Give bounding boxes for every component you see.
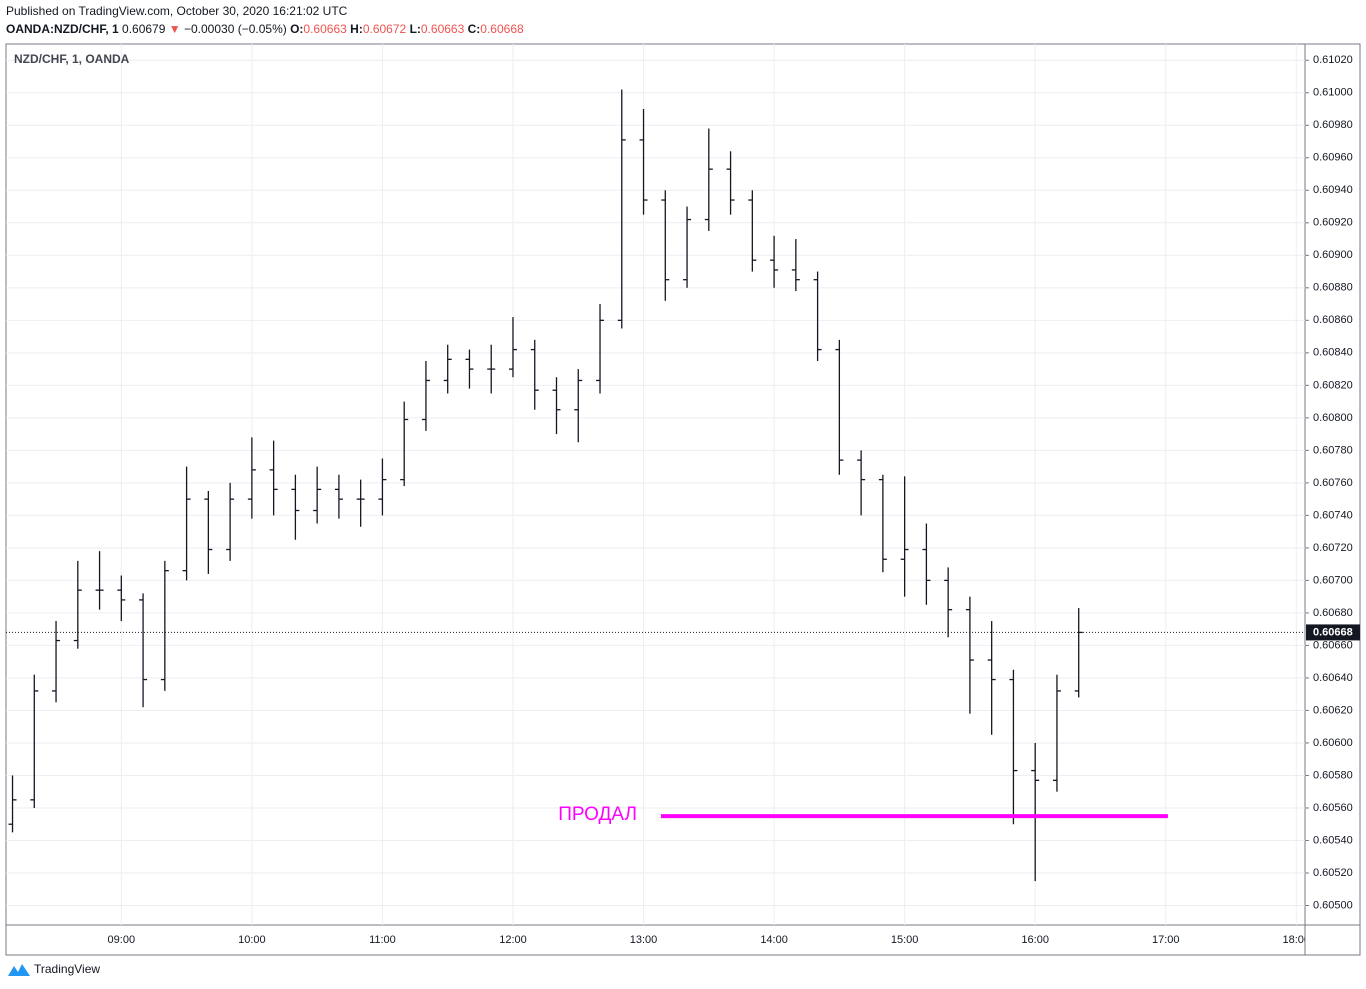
plot: 0.60668 ПРОДАЛ [6, 89, 1360, 882]
x-tick-label: 11:00 [369, 934, 396, 946]
last: 0.60679 [122, 22, 166, 36]
y-tick-label: 0.60980 [1313, 119, 1353, 131]
x-tick-label: 09:00 [108, 934, 136, 946]
annotation-text: ПРОДАЛ [558, 804, 637, 825]
x-tick-label: 12:00 [499, 934, 527, 946]
o: 0.60663 [303, 22, 347, 36]
y-tick-label: 0.60720 [1313, 542, 1353, 554]
logo [8, 964, 30, 976]
x-tick-label: 17:00 [1152, 934, 1180, 946]
y-tick-label: 0.61020 [1313, 54, 1353, 66]
legend: NZD/CHF, 1, OANDA [14, 52, 130, 66]
y-tick-label: 0.60820 [1313, 379, 1353, 391]
grid: 0.60500 0.60520 0.60540 0.60560 0.60580 0.606… [6, 44, 1353, 925]
y-tick-label: 0.60960 [1313, 152, 1353, 164]
h: 0.60672 [362, 22, 407, 36]
frame [5, 43, 1361, 956]
y-tick-label: 0.60620 [1313, 704, 1353, 716]
last-price-box [1306, 624, 1360, 641]
x-axis: 09:00 10:00 11:00 12:00 13:00 14:00 15:00 16:00… [108, 934, 1311, 946]
published: Published on TradingView.com, October 30… [6, 4, 348, 18]
x-tick-label: 16:00 [1021, 934, 1049, 946]
y-tick-label: 0.60940 [1313, 184, 1353, 196]
change: −0.00030 (−0.05%) [183, 22, 287, 36]
y-tick-label: 0.60640 [1313, 672, 1353, 684]
y-tick-label: 0.60520 [1313, 867, 1353, 879]
y-tick-label: 0.60760 [1313, 477, 1353, 489]
footer: TradingView [34, 962, 100, 976]
y-tick-label: 0.60500 [1313, 899, 1353, 911]
y-tick-label: 0.60860 [1313, 314, 1353, 326]
x-tick-label: 10:00 [238, 934, 266, 946]
h-label: H: [350, 22, 363, 36]
y-tick-label: 0.60600 [1313, 737, 1353, 749]
y-tick-label: 0.60740 [1313, 509, 1353, 521]
y-tick-label: 0.60780 [1313, 444, 1353, 456]
y-tick-label: 0.60680 [1313, 607, 1353, 619]
y-tick-label: 0.60840 [1313, 347, 1353, 359]
y-tick-label: 0.60800 [1313, 412, 1353, 424]
x-tick-label: 14:00 [760, 934, 788, 946]
symbol-header: OANDA:NZD/CHF, 1 0.60679 ▼ −0.00030 (−0.… [6, 22, 524, 36]
l: 0.60663 [420, 22, 465, 36]
y-tick-label: 0.60560 [1313, 802, 1353, 814]
down-arrow: ▼ [168, 22, 181, 36]
y-tick-label: 0.61000 [1313, 87, 1353, 99]
x-tick-label: 15:00 [891, 934, 919, 946]
symbol: OANDA:NZD/CHF, 1 [6, 22, 119, 36]
o-label: O: [290, 22, 304, 36]
last-price-label: 0.60668 [1313, 626, 1353, 638]
x-tick-label: 18:00 [1283, 934, 1311, 946]
c: 0.60668 [480, 22, 524, 36]
y-tick-label: 0.60900 [1313, 249, 1353, 261]
y-tick-label: 0.60540 [1313, 834, 1353, 846]
y-tick-label: 0.60700 [1313, 574, 1353, 586]
x-tick-label: 13:00 [630, 934, 658, 946]
c-label: C: [467, 22, 481, 36]
y-tick-label: 0.60880 [1313, 282, 1353, 294]
y-tick-label: 0.60580 [1313, 769, 1353, 781]
y-tick-label: 0.60660 [1313, 639, 1353, 651]
l-label: L: [409, 22, 421, 36]
y-tick-label: 0.60920 [1313, 217, 1353, 229]
